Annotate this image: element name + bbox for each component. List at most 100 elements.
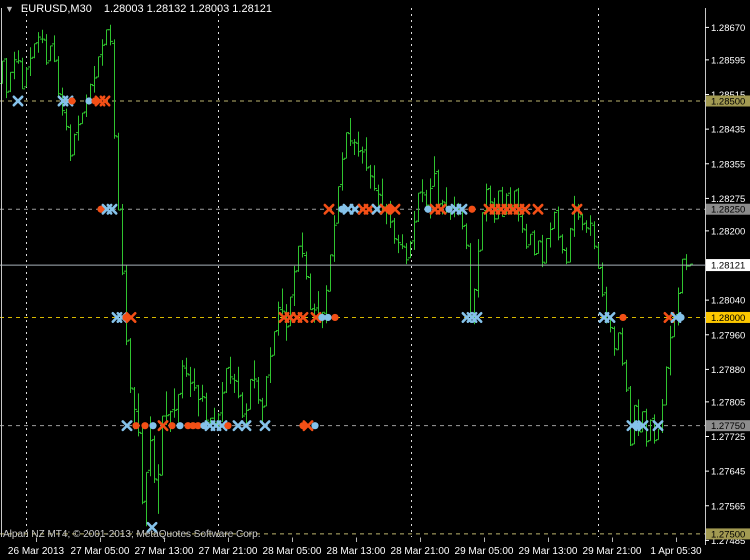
signal-dot-marker[interactable] [132,422,140,430]
price-axis-label: 1.28435 [711,125,745,136]
signal-x-marker[interactable] [157,420,169,432]
time-axis-label: 28 Mar 21:00 [391,546,450,557]
bid-price-box [706,259,750,272]
signal-dot-marker[interactable] [85,97,93,105]
price-axis-label: 1.28670 [711,23,745,34]
price-axis-label: 1.27880 [711,365,745,376]
signal-dot-marker[interactable] [677,313,685,322]
chart-ohlc-values: 1.28003 1.28132 1.28003 1.28121 [103,3,273,15]
signal-dot-marker[interactable] [338,205,346,213]
signal-dot-marker[interactable] [324,313,332,322]
signal-x-marker[interactable] [302,420,314,432]
chart-symbol-title: EURUSD,M30 [20,3,92,15]
signal-dot-marker[interactable] [633,422,641,430]
time-axis-label: 28 Mar 13:00 [327,546,386,557]
signal-x-marker[interactable] [389,203,401,215]
signal-dot-marker[interactable] [200,422,208,430]
signal-dot-marker[interactable] [194,422,202,430]
horizontal-grid-lines [0,100,705,535]
signal-dot-marker[interactable] [68,97,76,105]
price-axis-label: 1.28200 [711,226,745,237]
time-axis-label: 29 Mar 13:00 [519,546,578,557]
price-axis-label: 1.28355 [711,159,745,170]
highlighted-level-label: 1.28250 [711,205,745,216]
signal-x-marker[interactable] [435,203,447,215]
signal-dot-marker[interactable] [424,205,432,213]
signal-x-marker[interactable] [121,420,133,432]
signal-x-marker[interactable] [604,311,616,323]
highlighted-level-label: 1.28500 [711,97,745,108]
highlighted-level-label: 1.27750 [711,421,745,432]
signal-x-marker[interactable] [297,311,309,323]
signal-dot-marker[interactable] [318,313,326,322]
day-separator-lines [26,8,599,537]
chart-menu-icon[interactable]: ▼ [5,4,14,14]
signal-x-marker[interactable] [216,420,228,432]
highlighted-level-box [706,420,750,432]
time-axis-label: 1 Apr 05:30 [650,546,702,557]
signal-x-marker[interactable] [637,420,649,432]
time-axis: 26 Mar 2013 27 Mar 05:00 27 Mar 13:00 27 Ma… [8,537,702,557]
signal-dot-marker[interactable] [184,422,192,430]
signal-dot-marker[interactable] [331,313,339,322]
price-axis-label: 1.27485 [711,536,745,547]
signal-x-marker[interactable] [363,203,375,215]
signal-x-marker[interactable] [259,420,271,432]
signal-x-marker[interactable] [519,203,531,215]
time-axis-label: 27 Mar 05:00 [71,546,130,557]
signal-x-marker[interactable] [310,311,322,323]
signal-x-marker[interactable] [232,420,244,432]
signal-dot-marker[interactable] [189,422,197,430]
signal-x-marker[interactable] [146,521,158,533]
signal-dot-marker[interactable] [311,422,319,430]
signal-x-marker[interactable] [532,203,544,215]
highlighted-level-label: 1.27500 [711,529,745,540]
signal-dot-marker[interactable] [168,422,176,430]
copyright-text: Alpari NZ MT4; © 2001-2013; MetaQuotes S… [3,529,261,540]
highlighted-level-label: 1.28000 [711,313,745,324]
signal-x-marker[interactable] [99,95,111,107]
time-axis-label: 26 Mar 2013 [8,546,65,557]
signal-dot-marker[interactable] [619,313,627,322]
signal-x-marker[interactable] [371,203,383,215]
price-axis: 1.286701.285951.285151.284351.283551.282… [705,23,750,547]
signal-x-marker[interactable] [125,311,137,323]
signal-x-marker[interactable] [471,311,483,323]
signal-x-marker[interactable] [456,203,468,215]
signal-dot-marker[interactable] [468,205,476,213]
price-axis-label: 1.27645 [711,467,745,478]
price-axis-label: 1.27565 [711,501,745,512]
price-axis-label: 1.27725 [711,432,745,443]
price-axis-label: 1.28275 [711,194,745,205]
price-axis-label: 1.27805 [711,397,745,408]
highlighted-level-box [706,95,750,107]
time-axis-label: 29 Mar 05:00 [455,546,514,557]
signal-x-marker[interactable] [240,420,252,432]
time-axis-label: 27 Mar 13:00 [135,546,194,557]
signal-x-marker[interactable] [571,203,583,215]
signal-x-marker[interactable] [323,203,335,215]
signal-markers [12,95,685,533]
signal-dot-marker[interactable] [97,205,105,213]
highlighted-level-box [706,311,750,323]
price-axis-label: 1.28040 [711,296,745,307]
time-axis-label: 27 Mar 21:00 [199,546,258,557]
price-axis-label: 1.28595 [711,55,745,66]
chart-title-bar: ▼ EURUSD,M30 1.28003 1.28132 1.28003 1.2… [5,3,272,15]
price-bars [0,24,693,527]
highlighted-level-box [706,203,750,215]
signal-dot-marker[interactable] [445,205,453,213]
signal-dot-marker[interactable] [224,422,232,430]
time-axis-label: 28 Mar 05:00 [263,546,322,557]
signal-dot-marker[interactable] [141,422,149,430]
signal-x-marker[interactable] [12,95,24,107]
signal-x-marker[interactable] [652,420,664,432]
time-axis-label: 29 Mar 21:00 [583,546,642,557]
highlighted-level-box [706,528,750,540]
signal-x-marker[interactable] [106,203,118,215]
signal-dot-marker[interactable] [176,422,184,430]
signal-x-marker[interactable] [349,203,361,215]
signal-dot-marker[interactable] [149,422,157,430]
